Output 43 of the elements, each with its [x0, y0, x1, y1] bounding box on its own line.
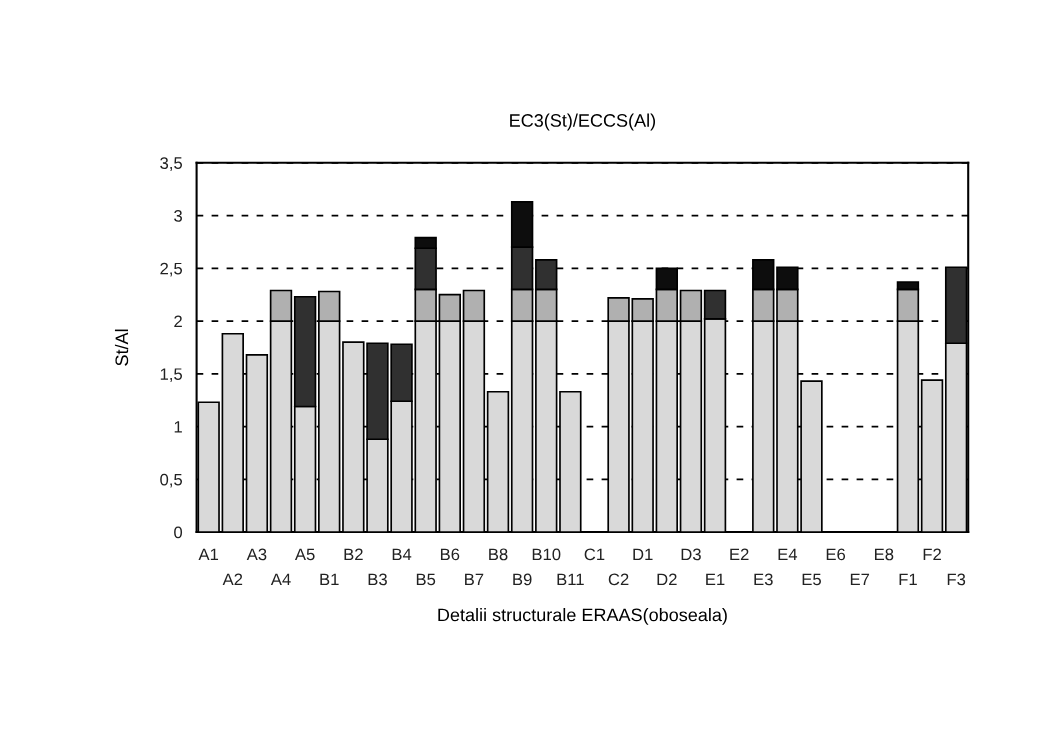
x-tick-label: A5	[294, 548, 315, 561]
x-tick-label: F1	[899, 573, 917, 586]
y-tick-label: 2	[174, 315, 182, 328]
x-tick-label: F2	[923, 548, 941, 561]
x-tick-label: A4	[270, 573, 291, 586]
x-tick-label: A2	[222, 573, 243, 586]
y-tick-label: 0	[174, 526, 183, 539]
x-tick-label: E1	[706, 573, 725, 586]
x-tick-label: B1	[320, 573, 339, 586]
y-tick-label: 1,5	[160, 368, 183, 382]
x-tick-label: E8	[874, 548, 894, 561]
x-tick-label: B11	[557, 573, 584, 586]
y-tick-label: 3,5	[160, 157, 183, 171]
x-tick-label: A1	[198, 548, 219, 561]
x-tick-label: B10	[532, 548, 561, 561]
x-tick-label: B4	[392, 548, 412, 561]
x-tick-label: B9	[513, 573, 532, 586]
x-tick-label: E3	[754, 573, 773, 586]
x-tick-label: C2	[608, 573, 629, 586]
y-tick-label: 0,5	[160, 473, 183, 488]
x-tick-label: E7	[850, 573, 870, 586]
x-tick-label: B2	[344, 548, 363, 561]
chart-title: EC3(St)/ECCS(Al)	[510, 113, 656, 131]
x-tick-label: B6	[440, 548, 460, 561]
x-tick-label: D3	[681, 548, 701, 561]
x-tick-label: B3	[368, 573, 387, 586]
y-tick-label: 3	[174, 209, 182, 222]
x-tick-label: F3	[947, 573, 966, 586]
x-tick-label: A3	[246, 548, 267, 561]
x-tick-label: B8	[489, 548, 508, 561]
x-axis-title: Detalii structurale ERAAS(oboseala)	[438, 608, 727, 625]
y-axis-title: St/Al	[114, 329, 129, 366]
x-tick-label: E6	[826, 548, 846, 561]
x-tick-label: E2	[730, 548, 749, 561]
x-tick-label: C1	[584, 548, 605, 561]
y-tick-label: 1	[174, 421, 182, 433]
x-tick-label: E4	[778, 548, 798, 561]
x-tick-label: B7	[465, 573, 484, 586]
x-tick-label: D2	[657, 573, 677, 586]
y-tick-label: 2,5	[160, 262, 183, 277]
x-tick-label: E5	[802, 573, 821, 586]
x-tick-label: B5	[416, 573, 436, 586]
x-tick-label: D1	[633, 548, 653, 561]
